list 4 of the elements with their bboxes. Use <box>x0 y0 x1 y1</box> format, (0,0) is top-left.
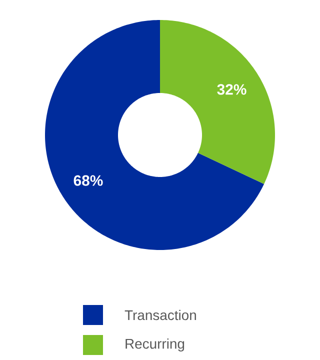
data-label: 32% <box>217 84 246 95</box>
legend-label: Transaction <box>124 310 196 320</box>
legend-label: Recurring <box>126 338 184 352</box>
data-label: 68% <box>74 175 103 186</box>
